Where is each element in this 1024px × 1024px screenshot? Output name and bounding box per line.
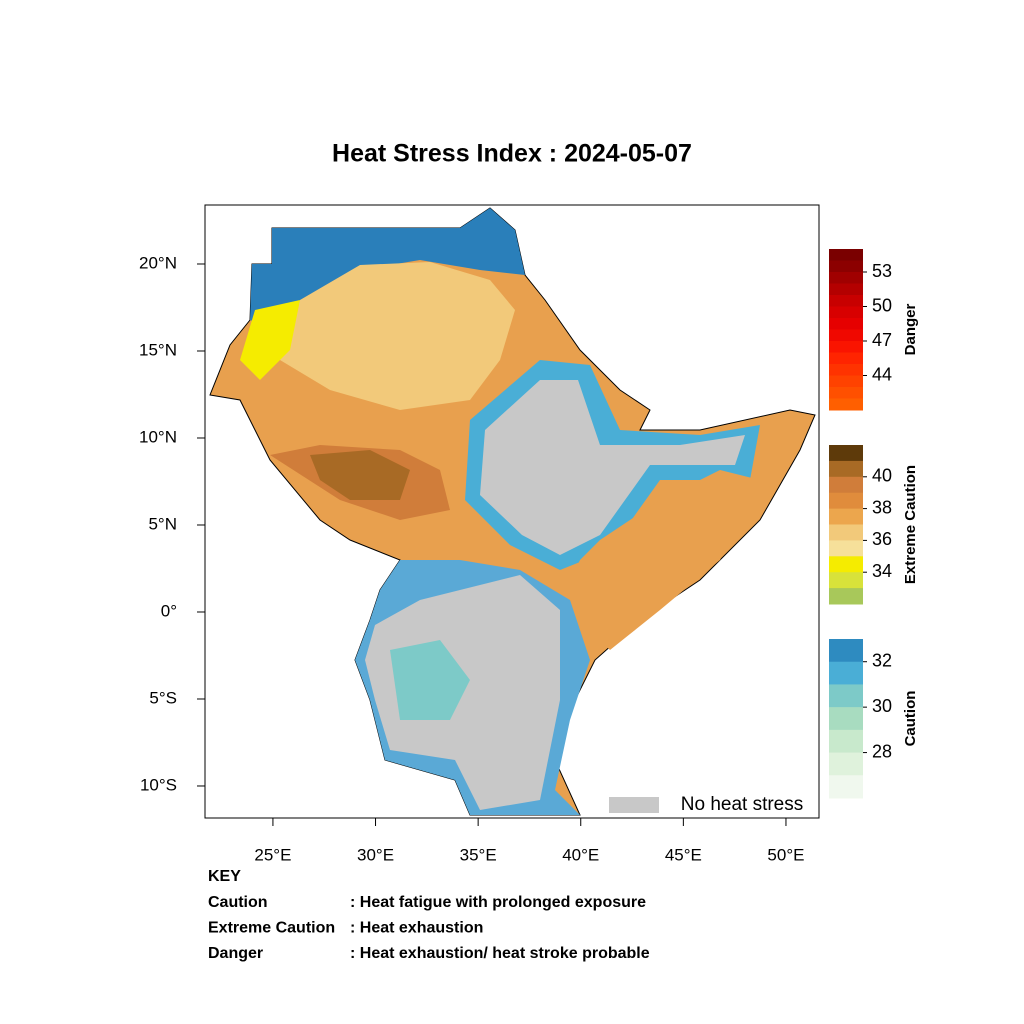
y-tick-label: 5°N (148, 514, 177, 533)
colorbar-bin (829, 707, 863, 731)
colorbar-bin (829, 318, 863, 330)
legend-label: No heat stress (681, 794, 804, 815)
key-description: : Heat fatigue with prolonged exposure (350, 894, 646, 911)
colorbar-bin (829, 729, 863, 754)
colorbar-bin (829, 249, 863, 261)
y-tick-label: 5°S (149, 688, 177, 707)
colorbar-tick-label: 44 (872, 364, 892, 384)
colorbar-bin (829, 445, 863, 462)
colorbar-tick-label: 53 (872, 261, 892, 281)
colorbar-bin (829, 352, 863, 365)
colorbar-bin (829, 588, 863, 605)
y-tick-label: 10°S (140, 775, 177, 794)
colorbar-bin (829, 524, 863, 541)
colorbar-bin (829, 272, 863, 284)
key-description: : Heat exhaustion (350, 920, 483, 937)
colorbar-title: Extreme Caution (902, 465, 919, 584)
colorbar-bin (829, 341, 863, 353)
colorbar-tick-label: 47 (872, 330, 892, 350)
region-light (280, 262, 515, 410)
colorbar-bin (829, 540, 863, 557)
colorbar-bin (829, 684, 863, 708)
map-area (204, 204, 820, 819)
legend-swatch (609, 797, 659, 813)
colorbar-bin (829, 508, 863, 525)
colorbar-tick-label: 36 (872, 529, 892, 549)
colorbar-tick-label: 28 (872, 741, 892, 761)
legend: No heat stress (609, 794, 803, 815)
region-horn (560, 470, 760, 650)
key: KEY Caution : Heat fatigue with prolonged… (208, 868, 650, 962)
colorbar-bin (829, 295, 863, 307)
colorbar-bin (829, 364, 863, 376)
colorbar-bin (829, 661, 863, 685)
colorbar-tick-label: 30 (872, 696, 892, 716)
y-tick-label: 0° (161, 601, 177, 620)
key-term: Extreme Caution (208, 920, 335, 937)
plot-frame (204, 204, 820, 819)
colorbar-tick-label: 38 (872, 497, 892, 517)
region-yellow-west (240, 300, 300, 380)
y-tick-label: 10°N (139, 427, 177, 446)
colorbar-bin (829, 775, 863, 799)
key-term: Danger (208, 945, 263, 962)
region-no-stress-ethiopia (480, 380, 745, 555)
colorbar-bin (829, 283, 863, 296)
colorbar-title: Caution (902, 691, 919, 747)
colorbar-bin (829, 639, 863, 663)
colorbar-bin (829, 387, 863, 399)
key-term: Caution (208, 894, 268, 911)
colorbar-bin (829, 398, 863, 411)
colorbar-tick-label: 40 (872, 466, 892, 486)
region-caution-tanzania (390, 640, 470, 720)
y-tick-label: 20°N (139, 253, 177, 272)
colorbar-bin (829, 260, 863, 273)
colorbar-bin (829, 476, 863, 494)
colorbar-title: Danger (902, 304, 919, 356)
colorbar-bin (829, 460, 863, 478)
x-tick-label: 45°E (665, 845, 702, 864)
colorbar-tick-label: 50 (872, 295, 892, 315)
x-tick-label: 40°E (562, 845, 599, 864)
key-description: : Heat exhaustion/ heat stroke probable (350, 945, 650, 962)
colorbar-bin (829, 752, 863, 776)
colorbar-bin (829, 572, 863, 589)
x-tick-label: 50°E (767, 845, 804, 864)
colorbar-tick-label: 34 (872, 561, 892, 581)
colorbar-bin (829, 492, 863, 510)
x-tick-label: 30°E (357, 845, 394, 864)
x-tick-label: 35°E (460, 845, 497, 864)
colorbar-bin (829, 306, 863, 319)
key-title: KEY (208, 868, 241, 885)
y-tick-label: 15°N (139, 340, 177, 359)
colorbar-bin (829, 329, 863, 342)
colorbar-bin (829, 556, 863, 573)
region-brown (310, 450, 410, 500)
x-tick-label: 25°E (254, 845, 291, 864)
colorbar-bin (829, 375, 863, 388)
colorbar-tick-label: 32 (872, 650, 892, 670)
map-title: Heat Stress Index : 2024-05-07 (332, 140, 692, 168)
